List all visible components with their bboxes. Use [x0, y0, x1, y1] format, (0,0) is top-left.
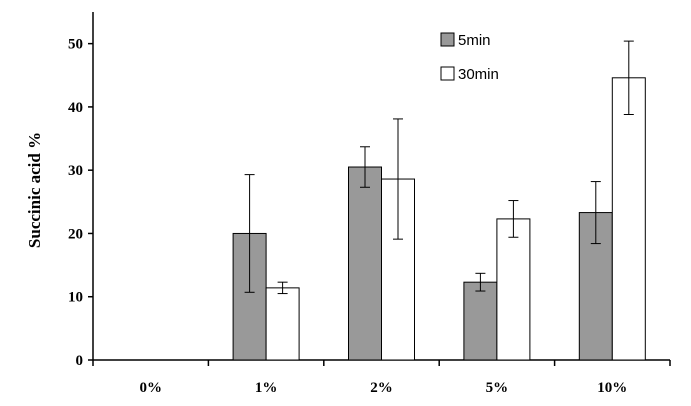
x-tick-label: 5%	[486, 380, 509, 396]
legend-swatch-30min	[440, 66, 455, 81]
y-tick-label: 20	[68, 226, 83, 242]
y-axis-label: Succinic acid %	[25, 132, 44, 248]
bar-30min-10%	[611, 77, 646, 361]
legend-swatch-5min	[440, 32, 455, 47]
y-tick-label: 0	[76, 353, 84, 369]
bar-30min-5%	[496, 218, 531, 361]
y-tick-label: 10	[68, 290, 83, 306]
x-tick-label: 1%	[255, 380, 278, 396]
y-tick-label: 30	[68, 163, 83, 179]
error-bars	[244, 40, 634, 295]
bar-30min-1%	[265, 287, 300, 361]
bars	[232, 77, 646, 361]
x-tick-label: 2%	[370, 380, 393, 396]
x-axis: 0% 1% 2% 5% 10%	[92, 359, 671, 396]
y-tick-label: 40	[68, 100, 83, 116]
legend-label-5min: 5min	[458, 32, 491, 49]
legend-label-30min: 30min	[458, 66, 499, 83]
x-tick-label: 10%	[597, 380, 627, 396]
bar-5min-5%	[463, 281, 498, 361]
x-tick-label: 0%	[139, 380, 162, 396]
y-axis: 0 10 20 30 40 50	[68, 12, 94, 369]
bar-5min-2%	[348, 166, 382, 361]
legend: 5min 30min	[440, 32, 499, 83]
y-tick-label: 50	[68, 37, 83, 53]
